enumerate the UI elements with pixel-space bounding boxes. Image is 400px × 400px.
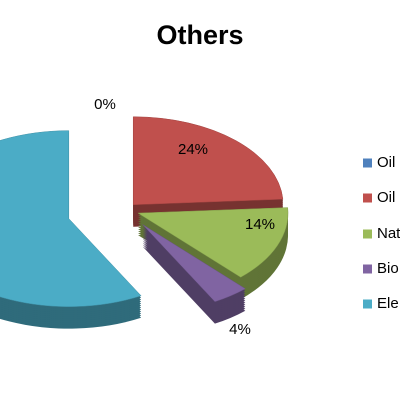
data-label: 14% [245, 216, 275, 233]
pie-slice [137, 207, 289, 300]
pie-slice [132, 116, 284, 227]
pie-slice [142, 224, 246, 324]
legend-label: Ele [377, 295, 399, 312]
legend-swatch [363, 264, 372, 274]
pie-slice [0, 130, 142, 329]
legend-swatch [363, 299, 372, 309]
data-label: 4% [229, 321, 251, 338]
legend-swatch [363, 193, 372, 203]
legend-swatch [363, 229, 372, 239]
data-label: 24% [178, 141, 208, 158]
legend-label: Oil [377, 189, 395, 206]
slice-top [137, 207, 289, 278]
legend-label: Bio [377, 260, 399, 277]
slice-top [142, 224, 246, 302]
chart-title: Others [156, 20, 243, 50]
legend-label: Oil [377, 154, 395, 171]
slice-top [0, 130, 142, 307]
legend-label: Nat [377, 225, 400, 242]
data-label: 0% [94, 96, 116, 113]
slice-top [132, 116, 284, 206]
legend-swatch [363, 158, 372, 168]
